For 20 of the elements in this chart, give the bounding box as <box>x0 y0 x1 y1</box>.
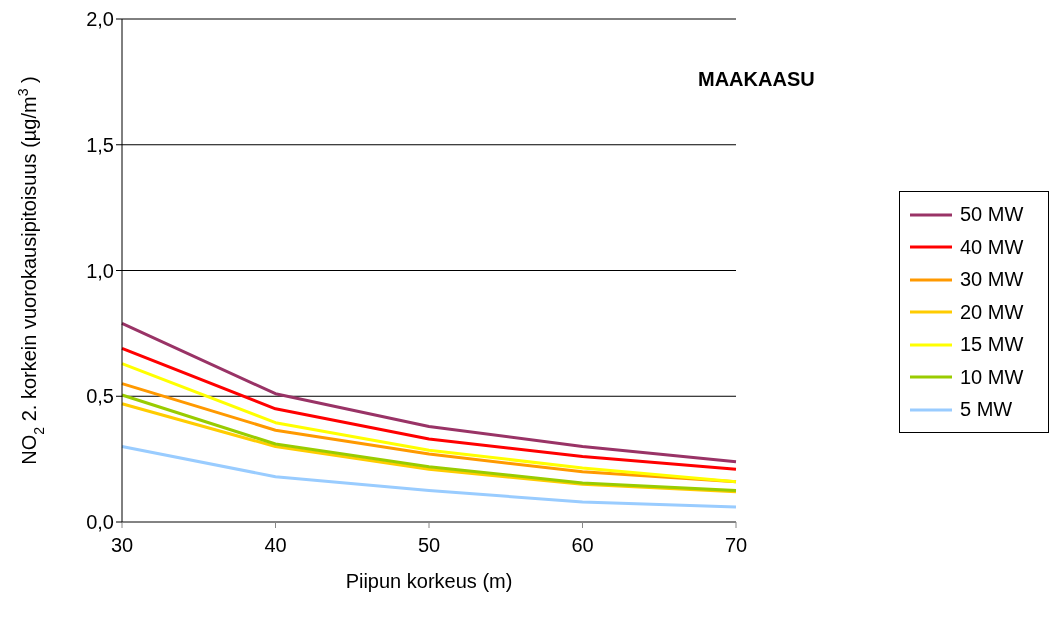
x-tick-label: 30 <box>110 534 134 557</box>
y-tick-label: 1,5 <box>86 133 114 156</box>
y-tick-label: 0,0 <box>86 511 114 534</box>
x-tick-label: 40 <box>264 534 287 557</box>
legend-label: 50 MW <box>960 203 1024 226</box>
annotation: MAAKAASU <box>698 68 815 91</box>
legend-label: 20 MW <box>960 300 1024 324</box>
x-tick-label: 60 <box>571 534 594 557</box>
y-tick-label: 1,0 <box>86 259 114 282</box>
x-axis-title: Piipun korkeus (m) <box>345 570 513 592</box>
legend-label: 40 MW <box>960 235 1024 259</box>
legend-label: 15 MW <box>960 333 1024 356</box>
legend-label: 5 MW <box>960 398 1013 421</box>
legend-label: 30 MW <box>960 268 1024 291</box>
y-tick-label: 0,5 <box>86 385 114 408</box>
x-tick-label: 50 <box>417 534 441 557</box>
legend-label: 10 MW <box>960 365 1024 389</box>
line-series <box>120 445 738 509</box>
x-tick-label: 70 <box>724 534 748 557</box>
y-tick-label: 2,0 <box>86 8 114 31</box>
